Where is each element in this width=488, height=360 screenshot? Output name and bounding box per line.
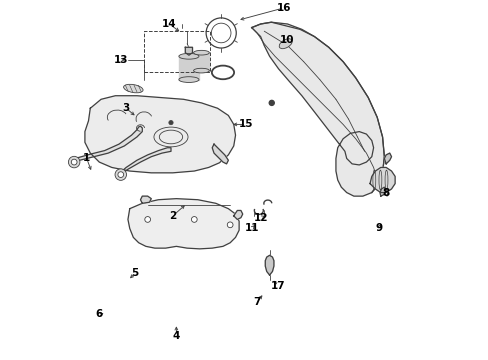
Text: 5: 5 <box>131 268 139 278</box>
Polygon shape <box>251 22 384 196</box>
Polygon shape <box>185 47 192 55</box>
Circle shape <box>269 100 274 105</box>
Circle shape <box>227 222 233 228</box>
Polygon shape <box>212 144 228 164</box>
Ellipse shape <box>279 39 292 49</box>
Circle shape <box>191 217 197 222</box>
Ellipse shape <box>193 68 209 73</box>
Polygon shape <box>193 53 209 71</box>
Circle shape <box>115 169 126 180</box>
Text: 4: 4 <box>172 331 180 341</box>
Text: 15: 15 <box>239 120 253 129</box>
Text: 3: 3 <box>122 103 129 113</box>
Text: 7: 7 <box>253 297 260 307</box>
Text: 16: 16 <box>276 3 290 13</box>
Text: 13: 13 <box>113 55 128 65</box>
Ellipse shape <box>179 53 199 59</box>
Ellipse shape <box>193 50 209 55</box>
Circle shape <box>144 217 150 222</box>
Text: 14: 14 <box>162 19 176 29</box>
Text: 9: 9 <box>375 224 382 233</box>
Polygon shape <box>233 211 242 220</box>
Ellipse shape <box>123 84 143 93</box>
Polygon shape <box>85 96 235 173</box>
Text: 2: 2 <box>169 211 176 221</box>
Circle shape <box>71 159 77 165</box>
Text: 12: 12 <box>253 213 267 222</box>
Polygon shape <box>379 187 386 196</box>
Polygon shape <box>72 126 142 164</box>
Text: 6: 6 <box>96 310 102 319</box>
Ellipse shape <box>179 77 199 82</box>
Polygon shape <box>120 148 171 175</box>
Polygon shape <box>384 153 391 164</box>
Text: 8: 8 <box>382 188 389 198</box>
Polygon shape <box>369 167 394 193</box>
Circle shape <box>168 121 173 125</box>
Polygon shape <box>265 255 273 275</box>
Circle shape <box>118 172 123 177</box>
Circle shape <box>68 156 80 168</box>
Polygon shape <box>179 56 199 80</box>
Polygon shape <box>128 199 239 249</box>
Text: 11: 11 <box>244 224 258 233</box>
Text: 17: 17 <box>271 281 285 291</box>
Polygon shape <box>140 196 151 203</box>
Text: 1: 1 <box>83 153 90 163</box>
Text: 10: 10 <box>280 35 294 45</box>
